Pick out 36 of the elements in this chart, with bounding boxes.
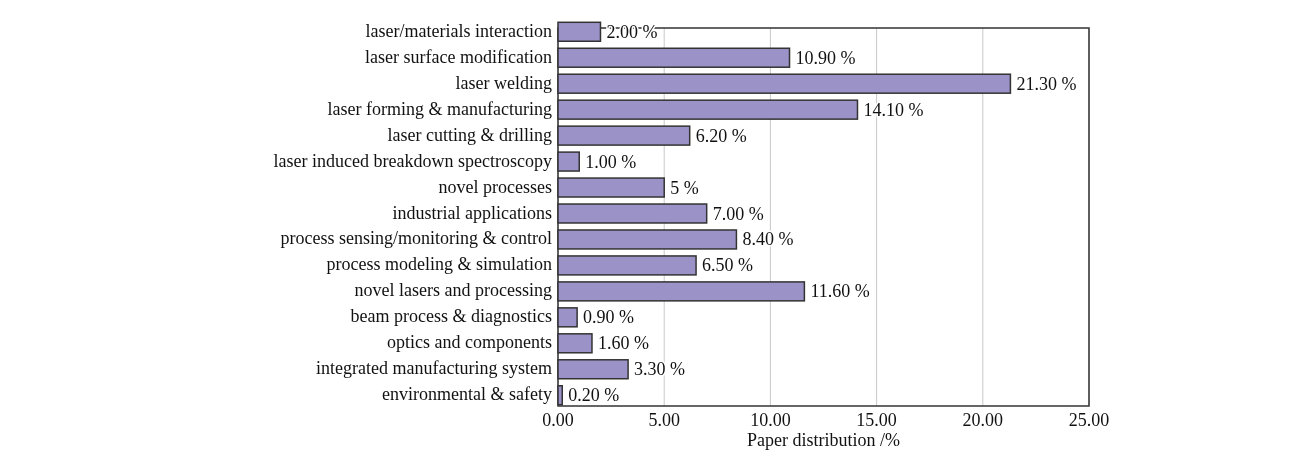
data-label: 6.50 %	[702, 255, 754, 276]
x-tick-label: 25.00	[1068, 410, 1110, 430]
y-tick-label: novel processes	[438, 176, 552, 197]
data-label: 6.20 %	[695, 125, 747, 146]
x-tick-label: 10.00	[750, 410, 791, 430]
y-tick-label: optics and components	[387, 332, 552, 353]
x-axis-title: Paper distribution /%	[747, 430, 900, 450]
y-tick-label: laser surface modification	[365, 46, 552, 67]
y-tick-label: novel lasers and processing	[354, 280, 552, 301]
data-label: 7.00 %	[712, 203, 764, 224]
y-tick-label: process sensing/monitoring & control	[280, 228, 552, 249]
data-label: 11.60 %	[810, 281, 870, 302]
data-label: 14.10 %	[863, 99, 924, 120]
x-tick-label: 5.00	[648, 410, 680, 430]
y-tick-label: integrated manufacturing system	[316, 358, 552, 379]
y-tick-label: beam process & diagnostics	[350, 306, 552, 327]
y-tick-label: industrial applications	[392, 202, 552, 223]
data-label: 21.30 %	[1016, 73, 1077, 94]
data-label: 8.40 %	[742, 229, 794, 250]
data-label: 1.60 %	[597, 333, 649, 354]
y-tick-label: laser/materials interaction	[365, 20, 552, 41]
y-tick-label: laser cutting & drilling	[387, 124, 552, 145]
y-tick-label: environmental & safety	[382, 384, 552, 405]
x-tick-label: 0.00	[542, 410, 574, 430]
x-tick-label: 15.00	[856, 410, 897, 430]
y-tick-label: laser induced breakdown spectroscopy	[273, 150, 552, 171]
data-label: 0.90 %	[583, 307, 635, 328]
data-label: 3.30 %	[634, 359, 686, 380]
data-label: 5 %	[670, 177, 699, 198]
data-label: 10.90 %	[795, 47, 856, 68]
y-tick-label: laser forming & manufacturing	[327, 98, 552, 119]
data-label: 1.00 %	[585, 151, 637, 172]
x-tick-label: 20.00	[962, 410, 1004, 430]
y-tick-label: laser welding	[455, 72, 552, 93]
y-tick-label: process modeling & simulation	[326, 254, 552, 275]
data-label: 0.20 %	[568, 385, 620, 406]
